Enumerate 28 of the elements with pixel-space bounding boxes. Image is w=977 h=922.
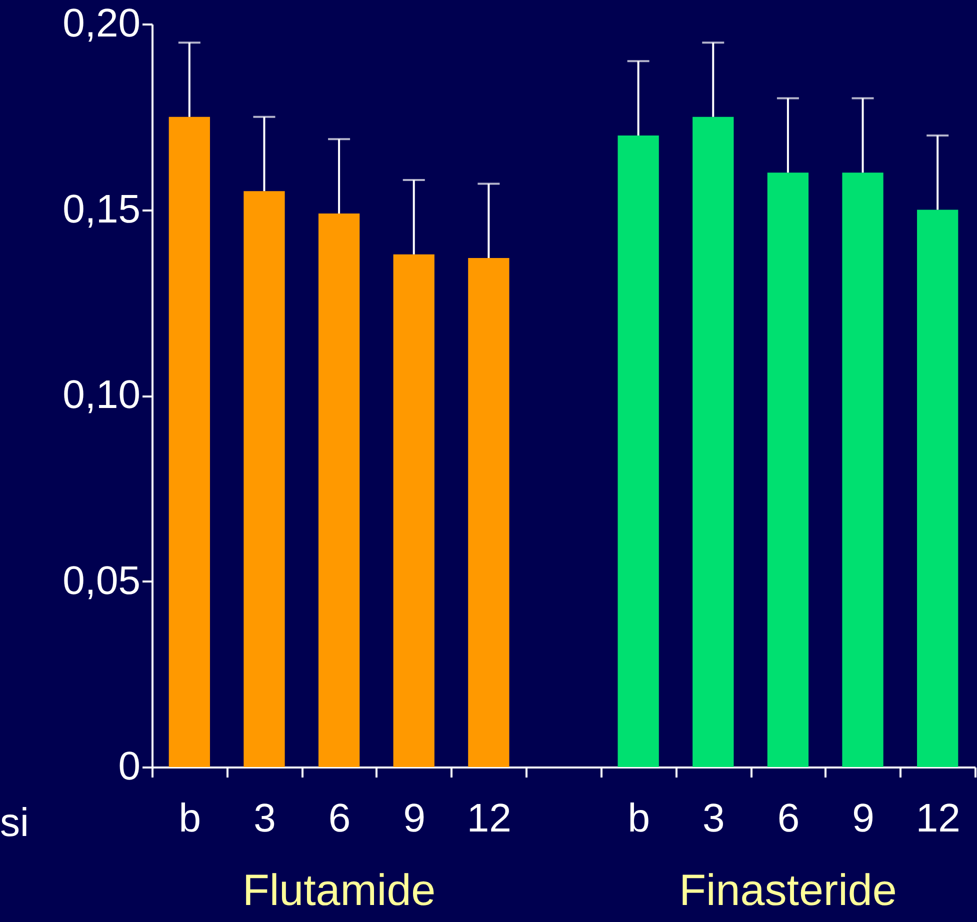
- x-tick-label: 3: [254, 796, 276, 840]
- x-tick-label: 6: [328, 796, 351, 840]
- bar: [618, 135, 659, 767]
- x-tick-label: 12: [466, 796, 512, 840]
- bar: [842, 172, 884, 767]
- y-tick-label: 0,15: [62, 187, 140, 232]
- x-tick-label: 9: [403, 796, 426, 840]
- x-axis-title: si: [0, 801, 29, 845]
- bar: [692, 116, 734, 767]
- bar: [917, 210, 958, 767]
- y-tick-label: 0,05: [62, 558, 140, 603]
- x-tick-label: 12: [916, 796, 960, 840]
- y-tick-label: 0: [118, 744, 140, 788]
- x-tick-label: 3: [702, 796, 725, 840]
- text: Finasteride: [679, 866, 897, 915]
- x-tick-label: 6: [777, 796, 800, 840]
- text: Flutamide: [242, 866, 436, 915]
- bar: [767, 172, 809, 767]
- bar: [468, 258, 510, 767]
- x-tick-label: 9: [852, 796, 874, 840]
- bar: [318, 213, 360, 767]
- y-tick-label: 0,20: [62, 2, 140, 46]
- bar: [393, 254, 434, 767]
- x-tick-label: b: [178, 796, 202, 840]
- bar: [244, 191, 285, 767]
- x-tick-label: b: [628, 796, 650, 840]
- y-tick-label: 0,10: [62, 373, 140, 417]
- bar: [168, 116, 210, 767]
